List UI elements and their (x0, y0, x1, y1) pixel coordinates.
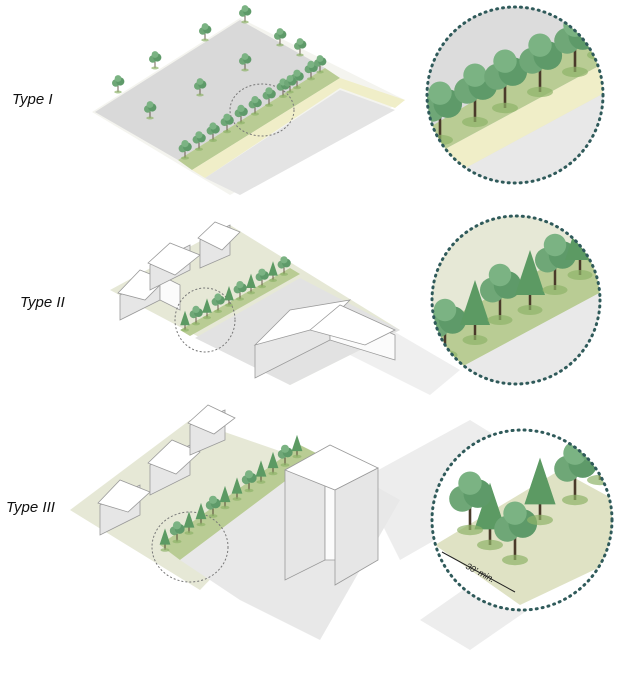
tree (449, 471, 493, 536)
tree (460, 280, 490, 345)
tree (515, 250, 545, 315)
tree (149, 51, 162, 70)
type-label: Type III (6, 499, 55, 516)
tree (231, 477, 243, 501)
tree (224, 286, 234, 307)
focus-circle (151, 511, 229, 583)
inset-border (430, 214, 602, 386)
tree (202, 298, 212, 320)
tree (144, 101, 157, 120)
tree (262, 87, 276, 107)
tree (480, 263, 522, 325)
tree (189, 305, 203, 326)
focus-circle (229, 83, 295, 137)
tree (169, 521, 185, 544)
tree (274, 28, 287, 47)
tree (474, 482, 506, 551)
tree (294, 38, 307, 57)
tree (248, 96, 262, 116)
tree (192, 131, 206, 151)
type-label: Type I (12, 91, 53, 108)
road (205, 90, 395, 195)
tree (484, 49, 528, 114)
buffer-strip (180, 268, 300, 336)
inset-border (430, 428, 614, 612)
tree (112, 75, 125, 94)
tree (159, 528, 171, 552)
tree (277, 444, 293, 467)
tree (199, 23, 212, 42)
buffer-strip (160, 445, 320, 560)
tree (195, 502, 207, 527)
tree (205, 495, 221, 518)
tree (255, 460, 267, 484)
tree (291, 434, 303, 459)
residential-scene (110, 221, 400, 385)
type-label: Type II (20, 294, 65, 311)
tree (234, 104, 248, 125)
focus-circle (174, 287, 236, 353)
tree (241, 470, 257, 493)
parking-lot (95, 20, 325, 160)
tree (206, 122, 220, 142)
tree (220, 113, 234, 134)
tree (314, 55, 327, 74)
tree (219, 485, 231, 510)
ground (70, 420, 320, 590)
tree (284, 75, 297, 94)
tree (277, 256, 291, 276)
tree (494, 501, 538, 566)
tree (183, 511, 195, 535)
tree (233, 281, 247, 301)
tree (524, 457, 556, 526)
tree (255, 268, 269, 289)
parking-lot-scene (92, 18, 405, 195)
tree (290, 69, 304, 90)
tree (519, 33, 563, 98)
inset-1 (427, 7, 603, 183)
tree (178, 140, 192, 160)
sidewalk (192, 78, 405, 178)
tree (180, 310, 190, 332)
tree (239, 53, 252, 72)
tree (535, 233, 577, 295)
tree (268, 261, 278, 282)
tree (194, 78, 207, 97)
tree (246, 273, 256, 295)
tree (211, 293, 225, 313)
inset-2 (432, 216, 600, 384)
tree (267, 451, 279, 476)
buffer-strip (178, 68, 340, 170)
trees (112, 5, 327, 552)
tree (239, 5, 252, 24)
mixed-use-scene (70, 404, 400, 640)
tree (304, 60, 318, 81)
inset-border (425, 5, 605, 185)
